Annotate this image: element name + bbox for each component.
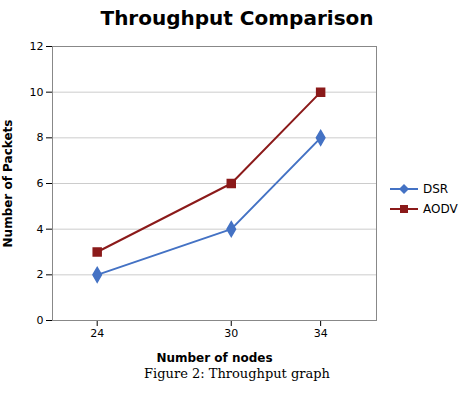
html-text:Throughput Comparison: Throughput Comparison xyxy=(100,6,374,30)
svg-text:8: 8 xyxy=(37,131,44,144)
svg-text:2: 2 xyxy=(37,268,44,281)
svg-text:6: 6 xyxy=(37,177,44,190)
svg-text:0: 0 xyxy=(37,314,44,327)
svg-text:4: 4 xyxy=(37,223,44,236)
svg-text:34: 34 xyxy=(314,327,328,340)
svg-text:12: 12 xyxy=(30,40,44,53)
svg-text:24: 24 xyxy=(90,327,104,340)
svg-text:10: 10 xyxy=(30,86,44,99)
html-text:AODV: AODV xyxy=(423,202,458,216)
html-text:Figure 2: Throughput graph: Figure 2: Throughput graph xyxy=(144,366,330,381)
html-text:DSR: DSR xyxy=(423,182,449,196)
svg-text:30: 30 xyxy=(224,327,238,340)
svg-text:Number of Packets: Number of Packets xyxy=(1,120,15,248)
svg-text:Number of nodes: Number of nodes xyxy=(156,351,272,365)
